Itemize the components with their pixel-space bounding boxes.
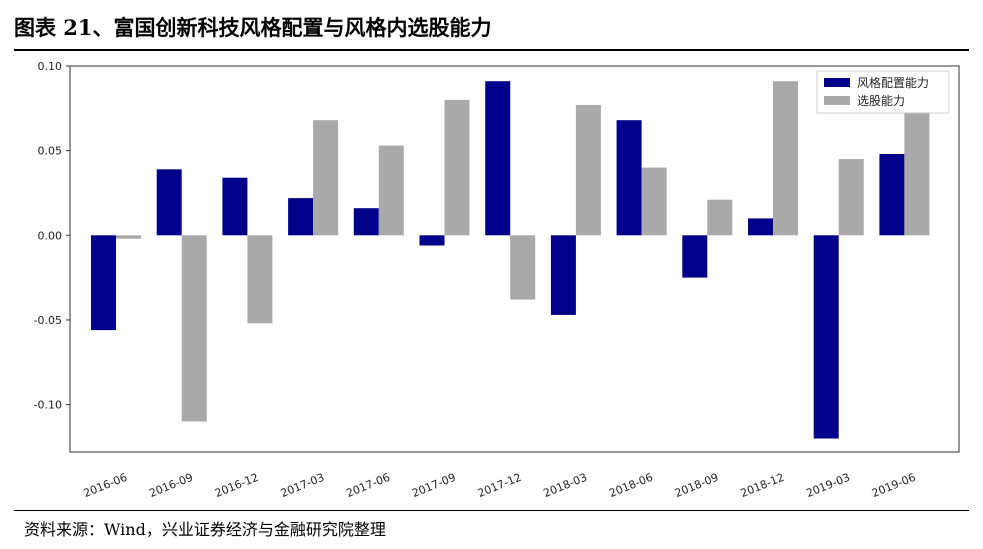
bar-style-2017-12	[485, 81, 511, 236]
legend-swatch-style	[824, 78, 850, 87]
bar-style-2017-03	[288, 198, 314, 236]
bars-group	[91, 81, 930, 439]
bar-style-2016-09	[156, 169, 182, 236]
bar-selection-2019-06	[904, 111, 930, 236]
bar-style-2016-12	[222, 177, 248, 236]
x-tick-label: 2017-06	[344, 471, 391, 500]
legend-swatch-selection	[824, 96, 850, 105]
bar-selection-2019-03	[838, 159, 864, 236]
bar-selection-2018-06	[641, 167, 667, 236]
bar-selection-2018-12	[773, 81, 798, 236]
x-tick-label: 2017-09	[410, 471, 457, 500]
bar-selection-2016-06	[116, 235, 141, 239]
bar-selection-2017-12	[510, 235, 536, 300]
bar-selection-2018-09	[707, 199, 733, 236]
bar-style-2018-06	[616, 120, 642, 236]
y-tick-label: -0.10	[34, 399, 62, 412]
source-note: 资料来源：Wind，兴业证券经济与金融研究院整理	[24, 520, 386, 539]
y-tick-label: 0.00	[38, 229, 63, 242]
bar-selection-2018-03	[575, 104, 601, 236]
y-tick-label: -0.05	[34, 314, 62, 327]
bar-style-2017-06	[353, 208, 379, 236]
x-tick-label: 2017-03	[279, 471, 326, 500]
bar-style-2018-03	[550, 235, 576, 315]
x-tick-label: 2018-06	[607, 471, 654, 500]
title-divider	[14, 49, 969, 51]
x-tick-label: 2016-12	[213, 471, 260, 500]
legend-label-selection: 选股能力	[857, 94, 905, 108]
y-tick-label: 0.05	[38, 145, 63, 158]
plot-frame	[69, 65, 960, 453]
chart-title: 图表 21、富国创新科技风格配置与风格内选股能力	[14, 15, 492, 40]
bar-style-2018-12	[748, 218, 773, 236]
bar-selection-2017-03	[313, 120, 339, 236]
bar-selection-2017-06	[378, 145, 404, 236]
bar-chart: 0.100.050.00-0.05-0.10 2016-06 2016-09 201…	[34, 60, 960, 500]
bar-selection-2016-09	[181, 235, 207, 422]
bar-style-2019-06	[879, 154, 905, 236]
x-tick-label: 2018-12	[739, 471, 786, 500]
x-tick-label: 2019-03	[804, 471, 851, 500]
bar-style-2019-03	[813, 235, 839, 439]
x-tick-label: 2017-12	[476, 471, 523, 500]
source-divider	[14, 510, 969, 511]
x-tick-label: 2016-09	[147, 471, 194, 500]
x-tick-label: 2018-03	[542, 471, 589, 500]
legend-label-style: 风格配置能力	[857, 75, 929, 90]
bar-selection-2017-09	[444, 99, 470, 236]
bar-style-2016-06	[91, 235, 116, 331]
y-tick-label: 0.10	[38, 60, 63, 73]
x-tick-label: 2016-06	[82, 471, 129, 500]
x-tick-label: 2018-09	[673, 471, 720, 500]
bar-style-2018-09	[682, 235, 708, 278]
bar-selection-2016-12	[247, 235, 273, 324]
x-tick-label: 2019-06	[870, 471, 917, 500]
x-axis-ticks: 2016-06 2016-09 2016-12 2017-03 2017-06 2017-…	[82, 471, 918, 500]
bar-style-2017-09	[419, 235, 445, 246]
y-axis-ticks: 0.10 0.05 0.00 -0.05 -0.10	[34, 60, 70, 412]
